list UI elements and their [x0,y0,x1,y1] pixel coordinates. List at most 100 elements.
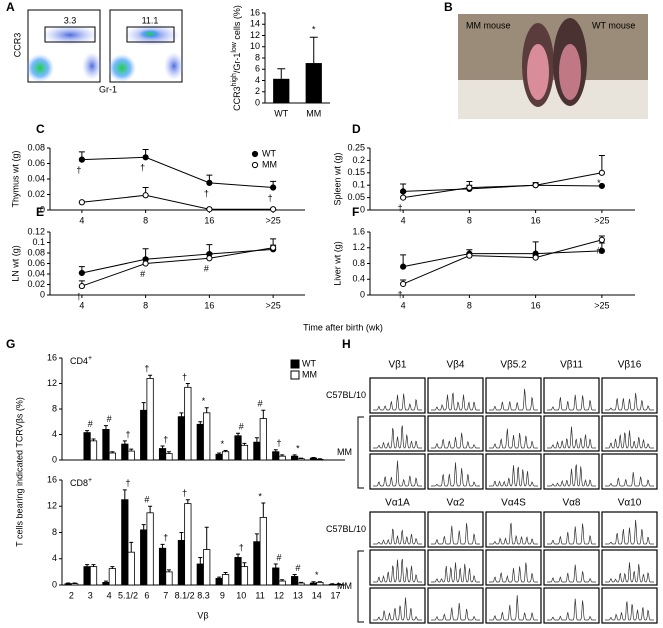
annotation: † [140,163,145,173]
error-bar [185,499,190,504]
error-bar [166,569,171,572]
error-bar [141,524,146,530]
x-tick-label: >25 [265,300,280,310]
x-tick-label: 4 [79,300,84,310]
column-header: Vα2 [446,498,464,509]
x-tick-label: 2 [69,590,74,600]
y-tick-label: 0 [40,289,45,299]
bar [259,517,267,586]
panel-letter: B [444,0,453,14]
annotation: # [204,264,209,274]
legend-label: WT [302,358,316,368]
y-tick-label: 0.04 [27,268,45,278]
x-tick-label: >25 [594,300,609,310]
annotation: † [204,188,209,198]
spectratype-box [601,453,658,490]
error-bar [311,456,316,459]
bar [253,541,261,586]
y-tick-label: 0 [255,97,260,107]
x-tick-label: 16 [531,215,541,225]
column-header: Vα8 [562,498,580,509]
spectratype-trace [489,562,538,583]
bar [158,547,167,586]
line [81,248,274,274]
y-tick-label: 4 [255,75,260,85]
error-bar [273,563,278,568]
y-tick-label: 16 [47,474,57,484]
error-bar [141,402,146,411]
x-tick-label: 3 [88,590,93,600]
error-bar [242,442,247,446]
x-tick-label: 16 [204,215,214,225]
point [142,154,149,161]
error-bar [254,533,259,542]
bar [291,576,299,586]
bar [278,580,286,586]
x-tick-label: 10 [236,590,246,600]
bar [127,450,135,461]
error-bar [311,581,316,584]
legend-marker [290,370,300,380]
chart-title-part: + [88,477,92,484]
annotation: * [202,396,206,406]
error-bar [103,425,108,430]
point [142,192,149,199]
y-tick-label: 6 [255,64,260,74]
error-bar [309,36,318,64]
error-bar [261,502,266,518]
error-bar [110,566,115,569]
y-tick-label: 10 [250,41,260,51]
x-tick-label: 8.3 [197,590,210,600]
y-tick-label: 1.6 [352,226,365,236]
point [78,156,85,163]
error-bar [223,449,228,452]
bar [215,578,223,586]
y-axis-label: Spleen wt (g) [332,152,342,205]
error-bar [280,579,285,582]
annotation: # [239,422,244,432]
line [402,239,603,285]
chart-title-part: CD4 [70,356,88,366]
error-bar [299,457,304,459]
bar [234,557,242,586]
y-tick-label: 16 [47,352,57,362]
error-bar [148,505,153,513]
spectratype-trace [373,460,422,487]
error-bar [66,582,71,584]
y-tick-label: 0.1 [32,237,45,247]
y-tick-label: 0 [52,579,57,589]
annotation: # [88,419,93,429]
point [400,280,407,288]
y-tick-label: 8 [52,527,57,537]
error-bar [91,564,96,567]
spectratype-trace [547,464,596,487]
error-bar [160,445,165,449]
bar [297,582,305,586]
y-tick-label: 0.1 [352,180,365,190]
legend-label: MM [302,369,317,379]
x-tick-label: 14 [312,590,322,600]
spectratype-trace [431,432,480,449]
bar [108,452,116,461]
bar [140,409,148,461]
y-tick-label: 0 [52,454,57,464]
bar [121,499,129,586]
bar [165,453,173,461]
annotation: † [182,488,187,498]
error-bar [110,451,115,453]
point [466,184,473,191]
y-tick-label: 12 [47,378,57,388]
spectratype-trace [489,465,538,487]
y-tick-label: 0 [40,204,45,214]
bar [146,512,154,586]
y-tick-label: 1.2 [352,242,365,252]
annotation: # [295,563,300,573]
legend-marker [251,150,259,158]
spectratype-trace [489,428,538,449]
error-bar [254,437,259,443]
x-tick-label: 6 [144,590,149,600]
panel-letter: H [342,337,351,351]
annotation: † [76,165,81,175]
y-tick-label: 0 [360,204,365,214]
